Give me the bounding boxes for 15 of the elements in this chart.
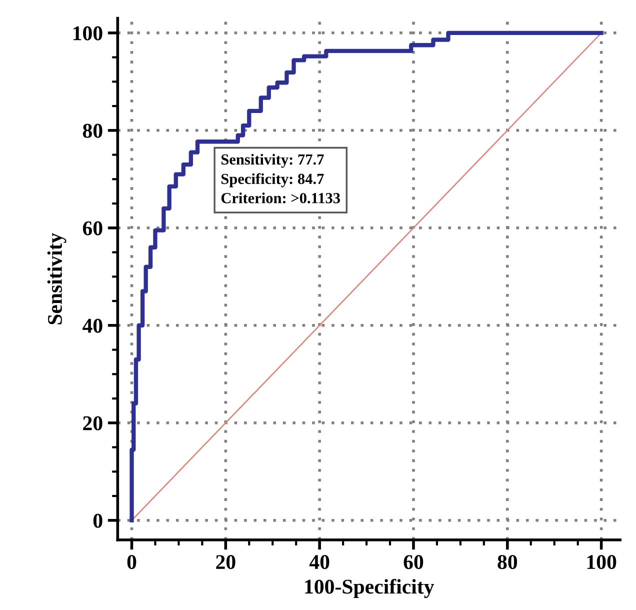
- y-tick-label: 80: [82, 124, 102, 138]
- y-tick-label: 0: [93, 514, 102, 528]
- x-tick-label: 100: [587, 555, 616, 570]
- x-tick-label: 0: [127, 555, 136, 570]
- y-tick-label: 100: [73, 26, 102, 40]
- x-tick-label: 80: [498, 555, 518, 570]
- y-tick-label: 60: [82, 221, 102, 236]
- y-tick-label: 40: [82, 318, 102, 333]
- x-tick-label: 20: [216, 555, 236, 570]
- x-tick-label: 40: [309, 555, 330, 570]
- x-axis-title: 100-Specificity: [305, 578, 434, 598]
- y-axis-title: Sensitivity: [47, 232, 66, 324]
- annotation: Sensitivity: 77.7 Specificity: 84.7 Criterion: >0.1133: [221, 154, 340, 204]
- y-tick-label: 20: [83, 416, 102, 430]
- x-tick-label: 60: [404, 555, 424, 570]
